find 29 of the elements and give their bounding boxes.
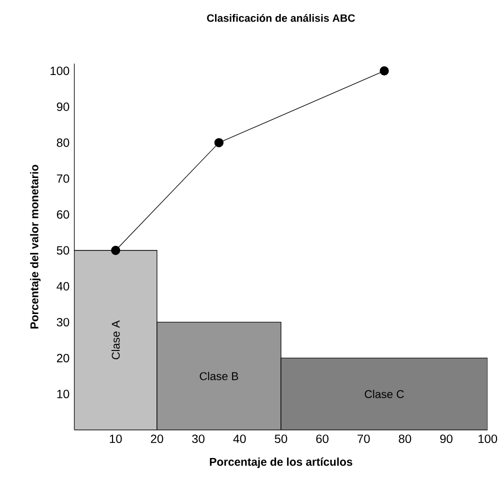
point <box>214 138 224 148</box>
x-tick-label: 70 <box>358 434 370 444</box>
x-tick-label: 20 <box>150 434 164 444</box>
annotation: Clase A <box>111 320 120 360</box>
x-tick-label: 10 <box>110 434 122 444</box>
x-axis-title: Porcentaje de los artículos <box>210 458 352 468</box>
point <box>380 66 389 76</box>
point <box>111 246 120 256</box>
y-axis-title: Porcentaje del valor monetario <box>30 165 41 329</box>
chart-title: Clasificación de análisis ABC <box>207 14 355 22</box>
y-tick-label: 50 <box>56 246 70 255</box>
x-tick-label: 60 <box>316 434 328 444</box>
y-tick-label: 90 <box>56 102 70 112</box>
y-tick-label: 10 <box>57 390 70 398</box>
x-tick-label: 80 <box>398 434 412 444</box>
y-tick-label: 100 <box>50 66 70 76</box>
x-tick-label: 90 <box>440 434 452 444</box>
x-tick-label: 50 <box>274 434 288 444</box>
x-tick-label: 100 <box>478 434 498 444</box>
x-tick-label: 40 <box>233 434 246 444</box>
y-tick-label: 60 <box>56 210 70 219</box>
x-tick-label: 30 <box>192 434 204 444</box>
y-tick-label: 40 <box>56 282 70 291</box>
annotation: Clase B <box>200 372 238 380</box>
y-tick-label: 20 <box>56 354 70 363</box>
y-tick-label: 70 <box>56 174 70 183</box>
y-tick-label: 80 <box>56 138 70 148</box>
annotation: Clase C <box>364 390 404 398</box>
y-tick-label: 30 <box>56 318 70 327</box>
